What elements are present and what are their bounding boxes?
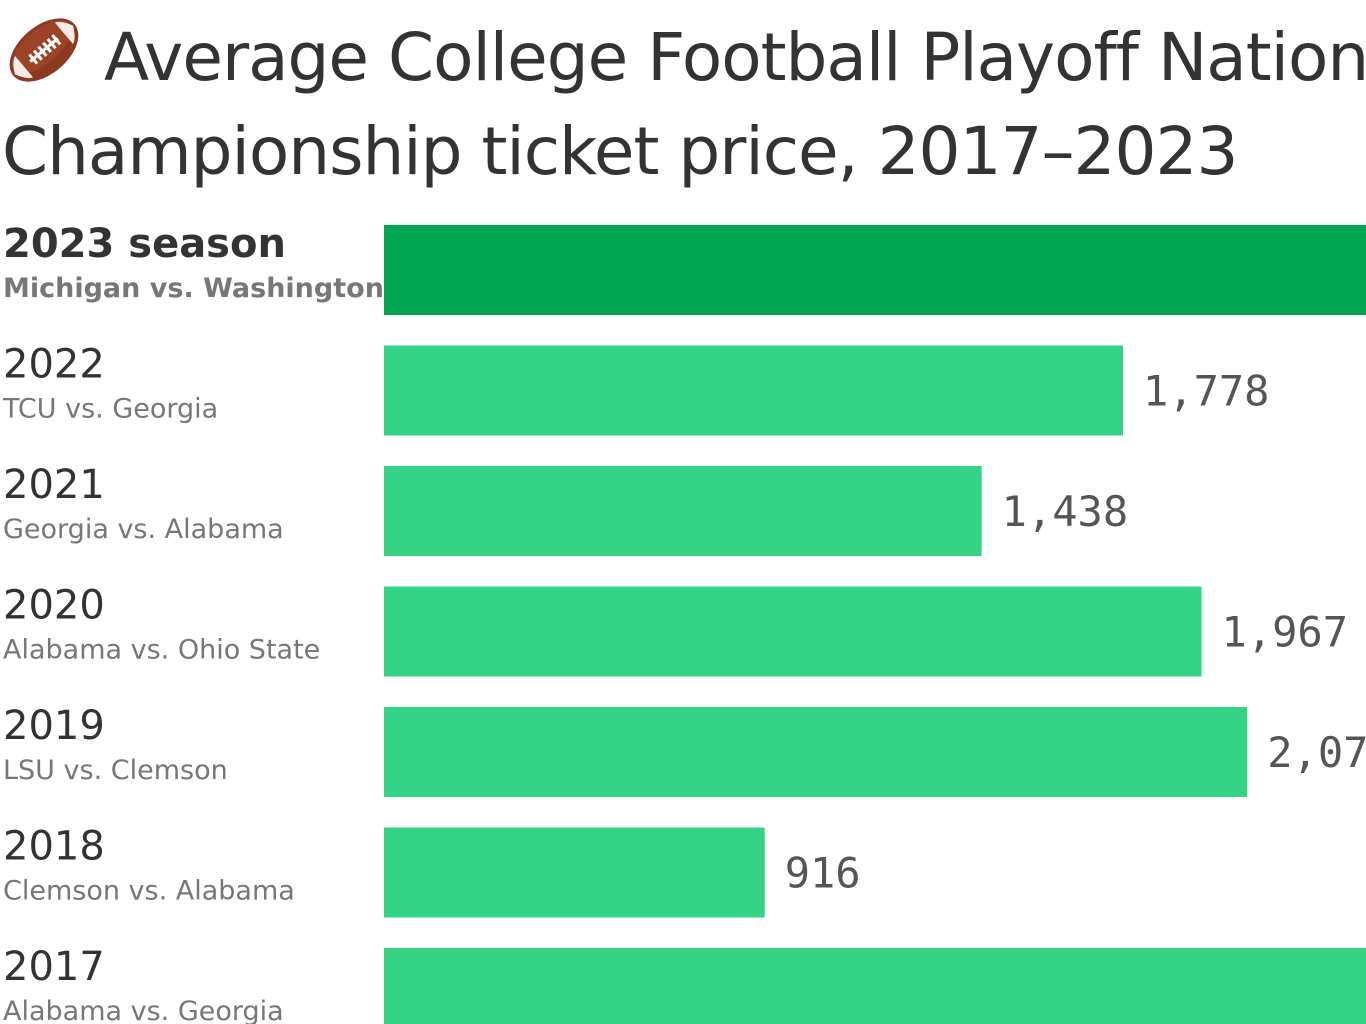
bar-6 [384,948,1366,1024]
american-football-icon [9,18,79,82]
value-label-1: 1,778 [1143,367,1269,416]
value-label-3: 1,967 [1222,608,1348,657]
chart-title-line-1: Average College Football Playoff Nationa… [2,8,1366,105]
chart-title: Average College Football Playoff Nationa… [2,8,1366,199]
bar-2 [384,466,982,556]
category-label-5: 2018 [3,824,105,870]
category-sublabel-5: Clemson vs. Alabama [3,876,295,907]
category-sublabel-6: Alabama vs. Georgia [3,996,284,1024]
category-sublabel-3: Alabama vs. Ohio State [3,635,320,666]
value-label-4: 2,077 [1267,728,1366,777]
bar-5 [384,827,765,918]
value-label-5: 916 [785,849,861,898]
category-label-3: 2020 [3,583,105,629]
bar-4 [384,707,1248,797]
category-label-1: 2022 [3,342,105,388]
category-label-6: 2017 [3,944,105,990]
category-sublabel-2: Georgia vs. Alabama [3,514,284,545]
category-sublabel-4: LSU vs. Clemson [3,755,228,786]
bar-3 [384,586,1202,677]
category-sublabel-1: TCU vs. Georgia [2,394,218,425]
bar-0 [384,225,1366,315]
chart-title-text-1: Average College Football Playoff Nationa… [104,19,1366,96]
category-label-0: 2023 season [3,221,286,267]
category-label-2: 2021 [3,462,105,508]
chart-title-line-2: Championship ticket price, 2017–2023 [2,113,1239,190]
bar-1 [384,345,1123,436]
category-label-4: 2019 [3,703,105,749]
value-label-2: 1,438 [1002,487,1128,536]
category-sublabel-0: Michigan vs. Washington [3,273,384,304]
